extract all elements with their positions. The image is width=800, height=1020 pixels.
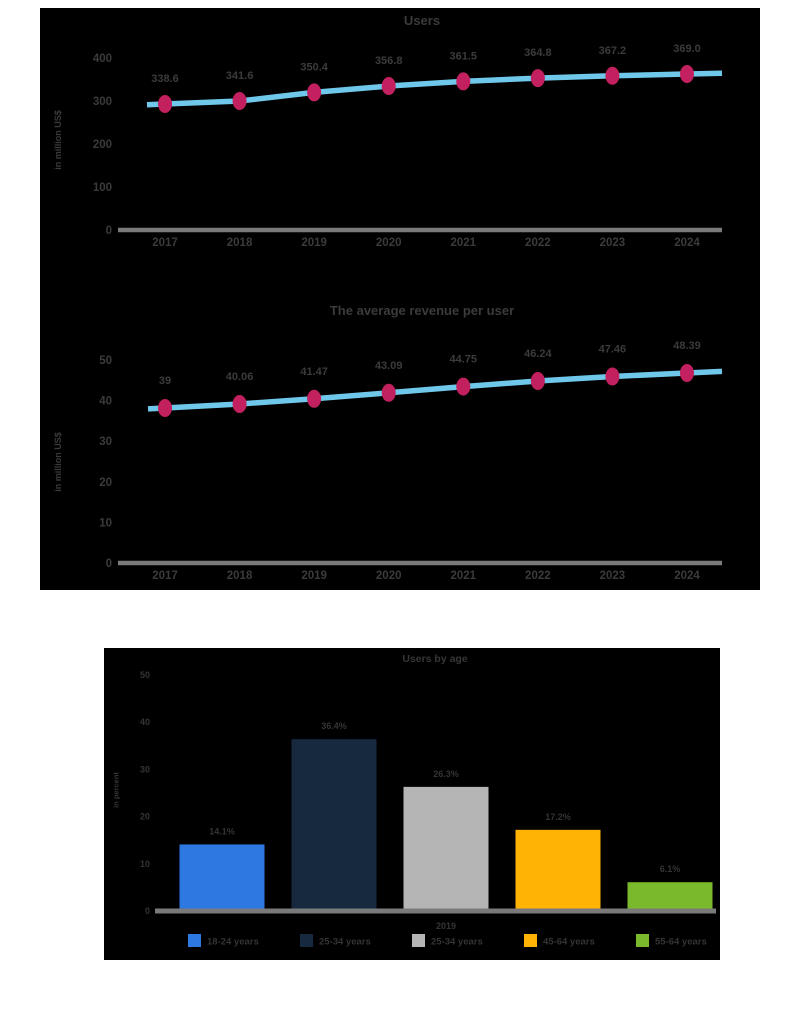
x-tick-label: 2024 [674, 570, 700, 582]
x-tick-label: 2022 [525, 237, 551, 249]
x-tick-label: 2021 [450, 237, 476, 249]
y-tick-label: 300 [93, 96, 112, 108]
data-point-marker [605, 66, 620, 85]
bar [291, 739, 377, 911]
legend-swatch [300, 934, 313, 947]
data-point-marker [530, 372, 545, 391]
bar-value-label: 14.1% [209, 826, 235, 836]
x-tick-label: 2021 [450, 570, 476, 582]
data-point-label: 47.46 [599, 343, 627, 355]
data-point-marker [381, 383, 396, 402]
y-tick-label: 30 [140, 764, 150, 774]
y-tick-label: 0 [106, 558, 112, 570]
x-tick-label: 2018 [227, 570, 253, 582]
data-point-label: 350.4 [300, 61, 328, 73]
data-point-label: 341.6 [226, 70, 254, 82]
legend-label: 55-64 years [655, 937, 707, 948]
users-chart-title: Users [403, 13, 441, 28]
legend-label: 45-64 years [543, 937, 595, 948]
x-tick-label: 2020 [376, 570, 402, 582]
y-tick-label: 50 [140, 670, 150, 680]
data-point-marker [232, 92, 247, 111]
legend-label: 25-34 years [431, 937, 483, 948]
data-point-label: 48.39 [673, 340, 701, 352]
data-point-label: 41.47 [300, 366, 328, 378]
data-point-label: 46.24 [524, 348, 552, 360]
y-tick-label: 0 [145, 906, 150, 916]
y-tick-label: 40 [140, 717, 150, 727]
x-tick-label: 2023 [600, 570, 626, 582]
bar [179, 844, 265, 911]
data-point-label: 40.06 [226, 371, 254, 383]
data-point-marker [530, 69, 545, 88]
arpu-chart-title: The average revenue per user [329, 303, 515, 318]
y-tick-label: 10 [140, 859, 150, 869]
data-point-label: 338.6 [151, 73, 179, 85]
y-tick-label: 200 [93, 139, 112, 151]
data-point-marker [456, 377, 471, 396]
y-tick-label: 40 [99, 396, 112, 408]
bar [627, 882, 713, 911]
x-tick-label: 2017 [152, 570, 178, 582]
data-point-marker [381, 77, 396, 96]
data-point-marker [679, 364, 694, 382]
bar [403, 786, 489, 911]
age-bar-chart-canvas: 0 10 20 30 40 50 14.1% 36.4% 26.3% 17.2% 6.1% 2019 1… [140, 670, 716, 948]
y-tick-label: 20 [99, 477, 112, 489]
bar-value-label: 36.4% [321, 721, 347, 731]
data-point-marker [307, 83, 322, 102]
line-charts-panel: Users in million US$ The average revenue… [40, 8, 760, 590]
x-tick-label: 2019 [436, 921, 456, 931]
x-tick-label: 2024 [674, 237, 700, 249]
data-point-marker [158, 399, 172, 417]
x-tick-label: 2020 [376, 237, 402, 249]
y-tick-label: 100 [93, 182, 112, 194]
legend-swatch [412, 934, 425, 947]
data-point-marker [605, 367, 620, 386]
legend-label: 18-24 years [207, 937, 259, 948]
x-tick-label: 2019 [301, 237, 327, 249]
data-point-marker [679, 65, 694, 83]
y-tick-label: 400 [93, 53, 112, 65]
data-point-marker [158, 95, 172, 113]
y-tick-label: 20 [140, 812, 150, 822]
y-tick-label: 0 [106, 225, 112, 237]
data-point-label: 367.2 [599, 45, 627, 57]
data-point-label: 364.8 [524, 47, 552, 59]
y-tick-label: 30 [99, 436, 112, 448]
bar-value-label: 26.3% [433, 769, 459, 779]
legend-swatch [636, 934, 649, 947]
bar [515, 829, 601, 911]
data-point-label: 361.5 [450, 50, 478, 62]
bar-value-label: 17.2% [545, 812, 571, 822]
data-point-label: 369.0 [673, 43, 701, 55]
x-tick-label: 2018 [227, 237, 253, 249]
legend-swatch [188, 934, 201, 947]
data-point-marker [456, 72, 471, 91]
y-tick-label: 10 [99, 517, 112, 529]
data-line [147, 368, 723, 412]
x-tick-label: 2017 [152, 237, 178, 249]
data-point-marker [232, 395, 247, 414]
legend-swatch [524, 934, 537, 947]
legend-label: 25-34 years [319, 937, 371, 948]
bar-value-label: 6.1% [660, 864, 681, 874]
x-tick-label: 2019 [301, 570, 327, 582]
data-point-label: 356.8 [375, 55, 403, 67]
x-tick-label: 2023 [600, 237, 626, 249]
y-tick-label: 50 [99, 355, 112, 367]
age-chart-title: Users by age [402, 653, 468, 665]
data-point-label: 44.75 [450, 354, 478, 366]
data-point-marker [307, 389, 322, 408]
x-tick-label: 2022 [525, 570, 551, 582]
data-line [146, 70, 723, 108]
data-point-label: 43.09 [375, 360, 403, 372]
age-bar-chart-panel: Users by age in percent 0 10 20 30 40 50 14.1%… [104, 648, 720, 960]
data-point-label: 39 [159, 375, 171, 387]
